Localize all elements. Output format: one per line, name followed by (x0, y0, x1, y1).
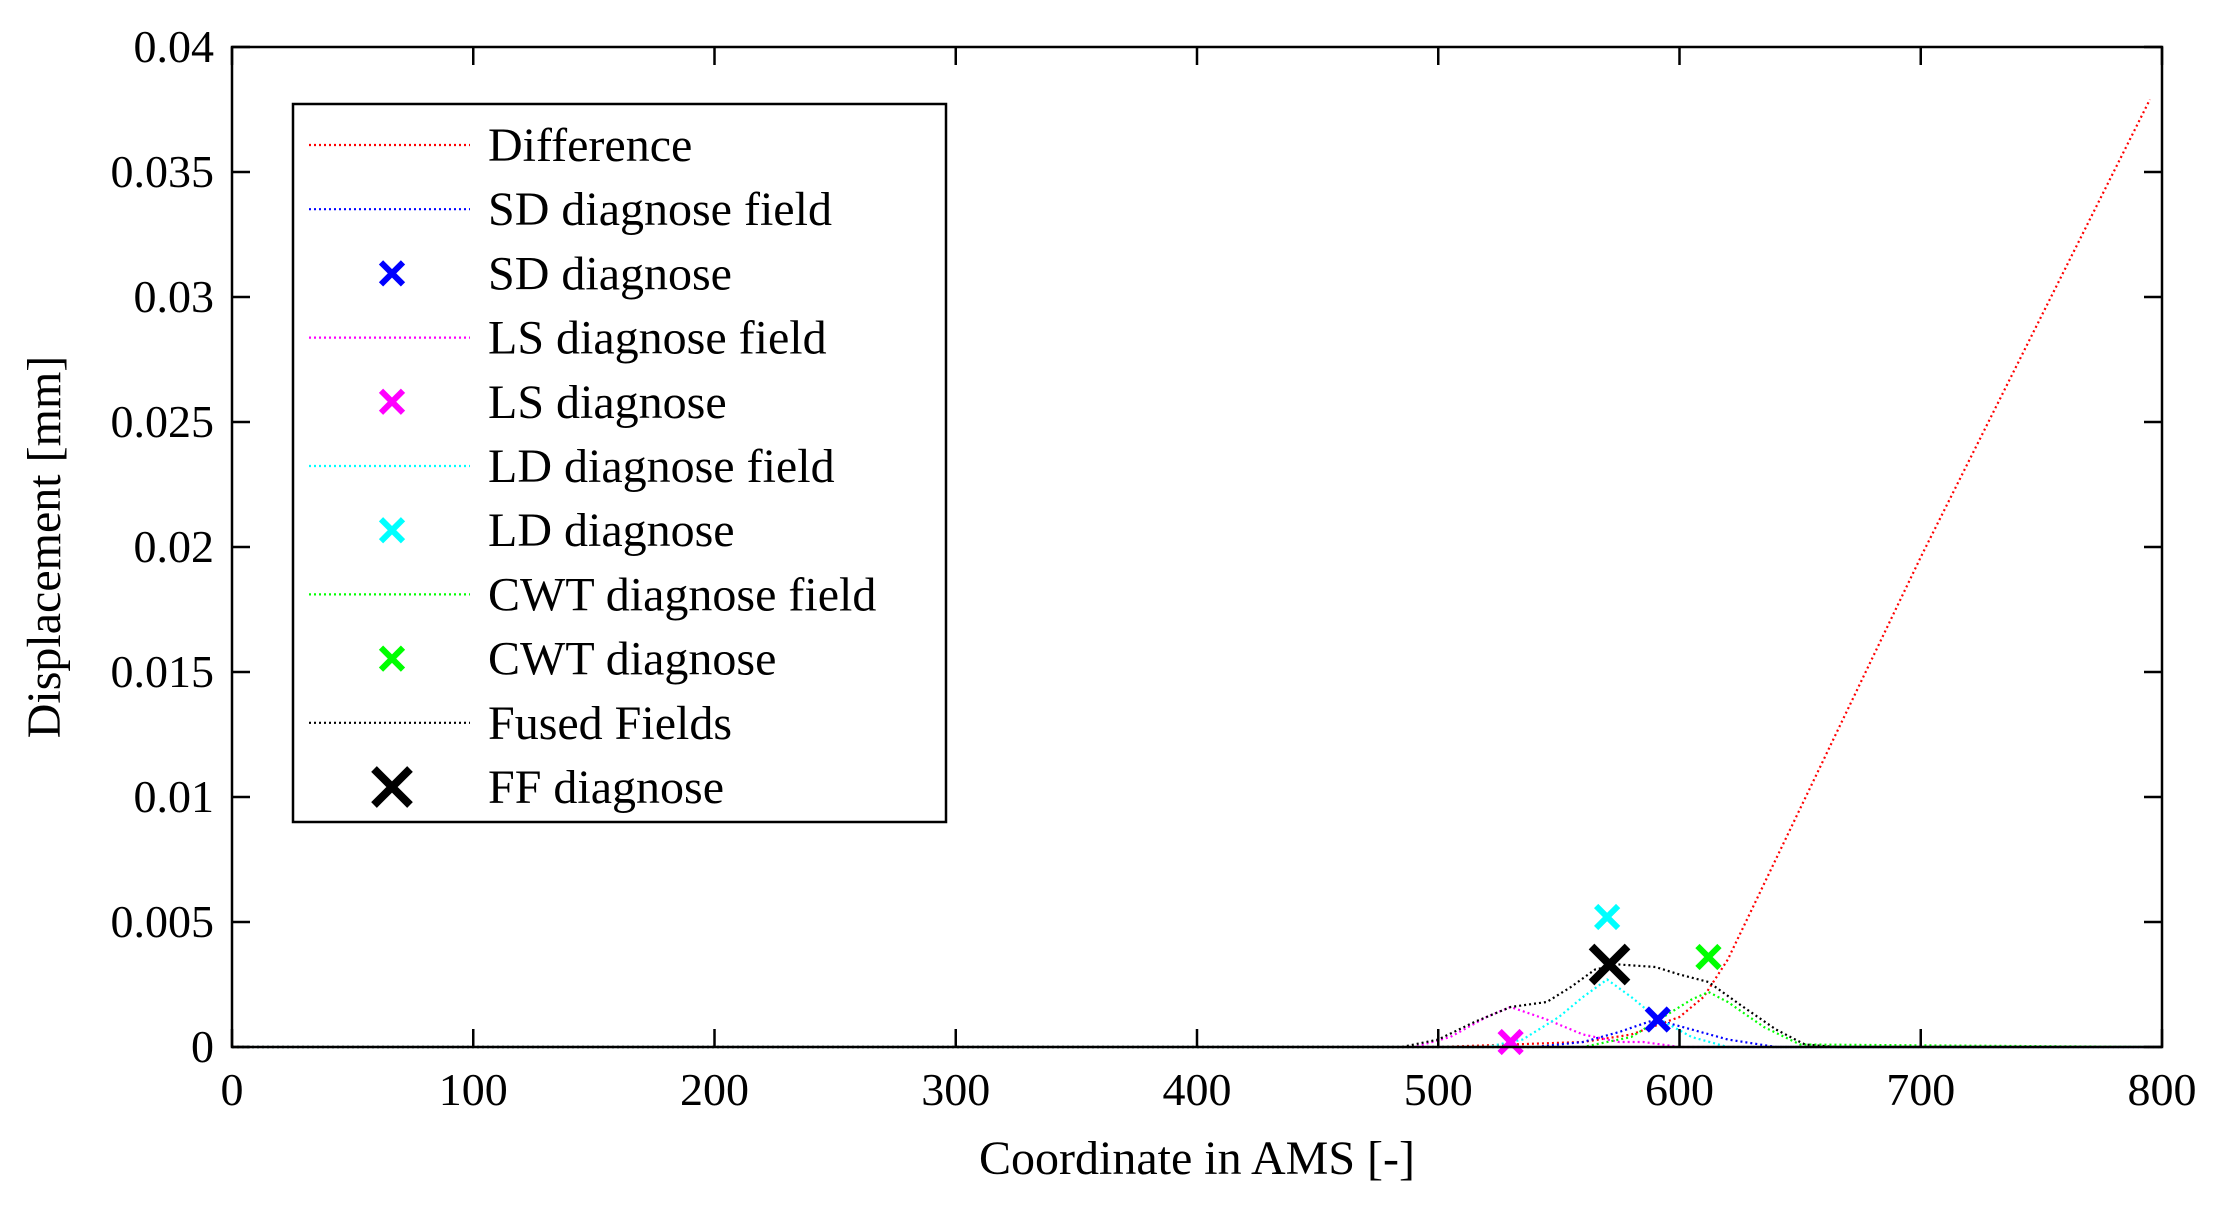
legend-swatch-cwt-diagnose (378, 645, 406, 672)
sd-diagnose-marker (1644, 1006, 1671, 1033)
legend-box (291, 102, 948, 824)
x-tick-label: 700 (1886, 1064, 1955, 1115)
y-tick-label: 0.005 (111, 896, 215, 947)
ld-diagnose-field-series (232, 978, 2162, 1049)
ls-diagnose-field-series (232, 1005, 2162, 1049)
ff-diagnose-marker (1588, 943, 1631, 986)
x-tick-label: 800 (2128, 1064, 2197, 1115)
x-tick-label: 500 (1404, 1064, 1473, 1115)
y-tick-label: 0.02 (134, 521, 215, 572)
legend: Difference SD diagnose field SD diagnose LS… (291, 102, 948, 824)
ls-diagnose-marker (1497, 1028, 1524, 1056)
legend-label-ls-diagnose: LS diagnose (488, 376, 727, 429)
y-tick-label: 0.015 (111, 646, 215, 697)
x-tick-label: 200 (680, 1064, 749, 1115)
x-tick-labels: 0 100 200 300 400 500 600 700 800 (221, 1064, 2197, 1115)
legend-label-sd-diagnose-field: SD diagnose field (488, 183, 832, 236)
legend-label-ls-diagnose-field: LS diagnose field (488, 312, 827, 365)
x-tick-label: 100 (439, 1064, 508, 1115)
plot-markers (1497, 903, 1722, 1056)
y-tick-label: 0.04 (134, 21, 215, 72)
legend-label-cwt-diagnose: CWT diagnose (488, 633, 776, 686)
y-tick-label: 0.035 (111, 146, 215, 197)
y-tick-label: 0.025 (111, 396, 215, 447)
legend-label-ff-diagnose: FF diagnose (488, 761, 724, 814)
x-axis-label: Coordinate in AMS [-] (979, 1132, 1415, 1185)
fused-fields-series (232, 963, 2162, 1049)
legend-label-sd-diagnose: SD diagnose (488, 247, 732, 300)
y-tick-label: 0 (191, 1021, 214, 1072)
x-tick-label: 0 (221, 1064, 244, 1115)
y-tick-label: 0.01 (134, 771, 215, 822)
y-tick-labels: 0 0.005 0.01 0.015 0.02 0.025 0.03 0.035 0.04 (111, 21, 215, 1072)
plot-lines (232, 99, 2163, 1049)
legend-swatch-ff-diagnose (371, 766, 413, 808)
legend-label-fused-fields: Fused Fields (488, 697, 732, 750)
y-axis-label: Displacement [mm] (18, 356, 71, 739)
x-tick-label: 400 (1163, 1064, 1232, 1115)
legend-label-cwt-diagnose-field: CWT diagnose field (488, 568, 876, 621)
ld-diagnose-marker (1594, 903, 1621, 931)
axis-ticks (230, 45, 2164, 1049)
legend-swatch-sd-diagnose (378, 260, 406, 287)
y-tick-label: 0.03 (134, 271, 215, 322)
x-tick-label: 600 (1645, 1064, 1714, 1115)
legend-label-ld-diagnose: LD diagnose (488, 504, 735, 557)
difference-series (232, 99, 2151, 1049)
legend-swatch-ls-diagnose (378, 388, 406, 415)
x-tick-label: 300 (921, 1064, 990, 1115)
legend-swatch-ld-diagnose (378, 517, 406, 544)
cwt-diagnose-field-series (232, 990, 2163, 1049)
cwt-diagnose-marker (1695, 943, 1722, 971)
legend-label-difference: Difference (488, 119, 692, 172)
legend-label-ld-diagnose-field: LD diagnose field (488, 440, 835, 493)
